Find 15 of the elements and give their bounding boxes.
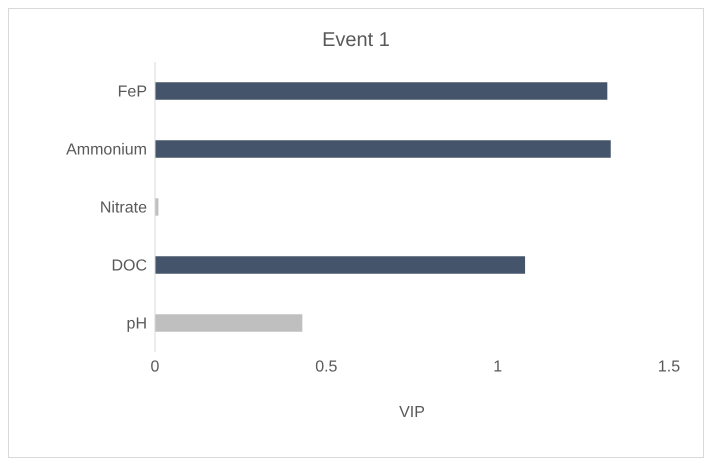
x-tick-label: 0 — [150, 358, 160, 376]
bar — [155, 82, 608, 100]
bar — [155, 256, 526, 274]
y-tick-label: Ammonium — [66, 142, 147, 159]
y-tick-label: FeP — [118, 84, 147, 101]
x-tick-label: 1 — [493, 358, 502, 376]
x-axis-title: VIP — [399, 404, 425, 421]
x-tick-label: 1.5 — [658, 358, 680, 376]
bar — [155, 314, 302, 332]
y-tick-label: pH — [126, 316, 147, 333]
chart-title: Event 1 — [321, 29, 391, 52]
y-tick-label: Nitrate — [100, 200, 148, 217]
x-tick-label: 0.5 — [315, 358, 338, 376]
bar — [155, 140, 611, 158]
y-tick-label: DOC — [111, 258, 147, 275]
